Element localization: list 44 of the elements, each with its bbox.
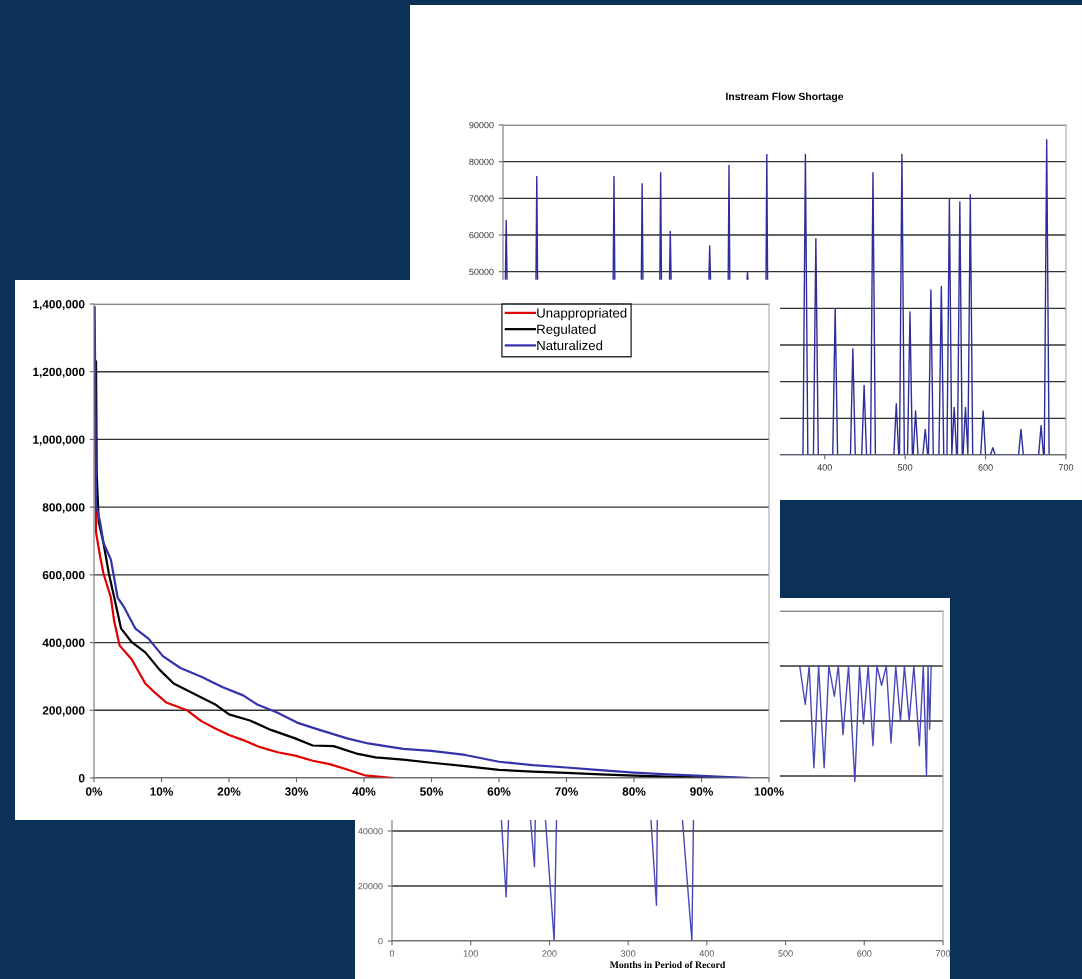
- x-tick-label: 600: [857, 950, 872, 957]
- legend-label: Unappropriated: [537, 307, 627, 321]
- x-tick-label: 50%: [420, 787, 443, 796]
- x-tick-label: 500: [778, 950, 793, 957]
- x-tick-label: 70%: [555, 787, 578, 796]
- y-tick-label: 70000: [469, 195, 494, 202]
- x-tick-label: 700: [935, 950, 951, 957]
- y-tick-label: 600,000: [42, 570, 85, 581]
- x-tick-label: 300: [620, 950, 636, 957]
- y-tick-label: 50000: [469, 268, 494, 276]
- y-tick-label: 200,000: [42, 706, 85, 717]
- x-tick-label: 100%: [754, 787, 784, 796]
- y-tick-label: 40000: [358, 827, 383, 835]
- x-tick-label: 60%: [487, 787, 511, 796]
- x-tick-label: 30%: [284, 787, 308, 796]
- x-tick-label: 100: [463, 950, 478, 957]
- x-tick-label: 400: [817, 464, 832, 471]
- x-tick-label: 80%: [622, 787, 646, 796]
- y-tick-label: 0: [78, 774, 85, 783]
- x-tick-label: 200: [542, 950, 557, 957]
- y-tick-label: 80000: [469, 158, 494, 166]
- x-tick-label: 700: [1058, 464, 1074, 471]
- x-tick-label: 10%: [150, 787, 173, 796]
- y-tick-label: 1,400,000: [33, 300, 85, 311]
- chart-title: Instream Flow Shortage: [726, 92, 844, 103]
- y-tick-label: 90000: [469, 121, 494, 129]
- x-tick-label: 90%: [690, 787, 713, 796]
- x-tick-label: 40%: [352, 787, 376, 796]
- y-tick-label: 60000: [469, 231, 494, 239]
- x-tick-label: 0%: [85, 787, 103, 796]
- y-tick-label: 1,200,000: [33, 367, 85, 378]
- x-tick-label: 20%: [217, 787, 241, 796]
- y-tick-label: 0: [378, 937, 383, 945]
- x-tick-label: 600: [978, 464, 993, 471]
- y-tick-label: 400,000: [42, 638, 85, 649]
- x-tick-label: 500: [897, 464, 913, 471]
- x-axis-title: Months in Period of Record: [609, 961, 726, 969]
- x-tick-label: 0: [389, 950, 395, 957]
- x-tick-label: 400: [699, 950, 715, 957]
- legend-label: Naturalized: [537, 340, 603, 351]
- y-tick-label: 20000: [358, 882, 383, 890]
- y-tick-label: 1,000,000: [33, 435, 85, 446]
- y-tick-label: 800,000: [42, 503, 85, 514]
- legend-label: Regulated: [537, 324, 596, 337]
